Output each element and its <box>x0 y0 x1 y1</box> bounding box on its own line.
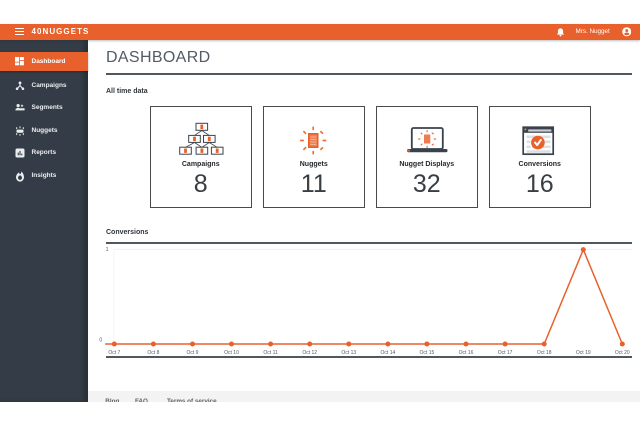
svg-text:Oct 12: Oct 12 <box>302 350 317 356</box>
svg-text:Oct 7: Oct 7 <box>108 350 120 356</box>
svg-text:Oct 14: Oct 14 <box>381 350 396 356</box>
svg-text:Oct 17: Oct 17 <box>498 350 513 356</box>
svg-text:Oct 20: Oct 20 <box>615 350 630 356</box>
svg-text:Oct 13: Oct 13 <box>341 350 356 356</box>
svg-text:1: 1 <box>106 247 109 253</box>
svg-text:Oct 16: Oct 16 <box>459 350 474 356</box>
svg-text:Oct 15: Oct 15 <box>420 350 435 356</box>
svg-text:Oct 8: Oct 8 <box>147 350 159 356</box>
svg-text:Oct 18: Oct 18 <box>537 350 552 356</box>
svg-text:Oct 10: Oct 10 <box>224 350 239 356</box>
svg-text:Oct 9: Oct 9 <box>187 350 199 356</box>
svg-text:Oct 19: Oct 19 <box>576 350 591 356</box>
svg-text:0: 0 <box>99 338 102 344</box>
svg-text:Oct 11: Oct 11 <box>263 350 278 356</box>
